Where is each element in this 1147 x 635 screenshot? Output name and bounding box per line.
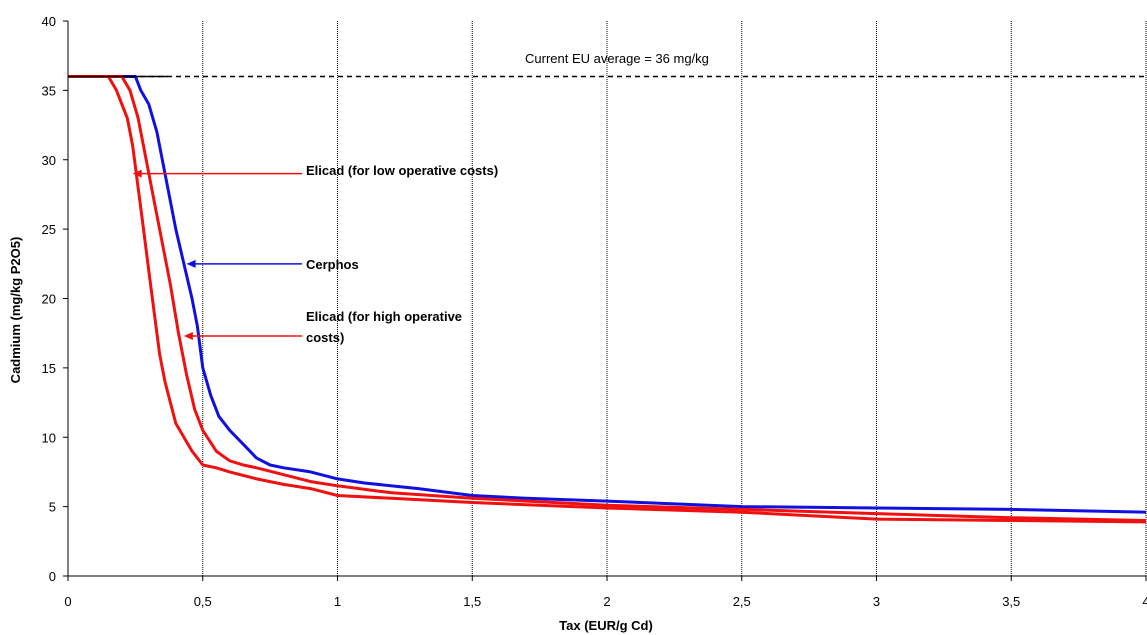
series-line-cerphos (68, 75, 1147, 514)
annotation-arrow-elicad-low-head (132, 169, 142, 178)
annotation-elicad-high-label-line2: costs) (306, 330, 344, 345)
y-tick-label: 40 (42, 14, 56, 29)
y-tick-label: 10 (42, 430, 56, 445)
y-tick-label: 35 (42, 83, 56, 98)
x-tick-label: 1,5 (463, 594, 481, 609)
x-tick-label: 0,5 (194, 594, 212, 609)
x-tick-label: 3 (873, 594, 880, 609)
x-axis-title: Tax (EUR/g Cd) (559, 618, 653, 633)
y-tick-label: 5 (49, 500, 56, 515)
y-tick-label: 15 (42, 361, 56, 376)
x-tick-label: 0 (64, 594, 71, 609)
reference-line-label: Current EU average = 36 mg/kg (525, 51, 709, 66)
y-tick-label: 25 (42, 222, 56, 237)
x-tick-label: 2 (603, 594, 610, 609)
y-tick-label: 20 (42, 292, 56, 307)
y-tick-label: 0 (49, 569, 56, 584)
annotation-elicad-high-label-line1: Elicad (for high operative (306, 309, 462, 324)
y-axis-title: Cadmium (mg/kg P2O5) (8, 237, 23, 384)
grid-layer (202, 21, 1147, 576)
x-tick-label: 1 (334, 594, 341, 609)
annotation-layer (132, 169, 302, 340)
series-line-elicad-high (68, 75, 1147, 522)
x-tick-label: 3,5 (1002, 594, 1020, 609)
series-line-elicad-low (68, 75, 1147, 524)
series-layer (68, 75, 1147, 524)
x-tick-label: 2,5 (733, 594, 751, 609)
annotation-arrow-cerphos-head (186, 259, 196, 268)
y-tick-label: 30 (42, 153, 56, 168)
annotation-arrow-elicad-high-head (183, 331, 193, 340)
annotation-cerphos-label: Cerphos (306, 257, 359, 272)
x-tick-label: 4 (1142, 594, 1147, 609)
annotation-elicad-low-label: Elicad (for low operative costs) (306, 163, 498, 178)
